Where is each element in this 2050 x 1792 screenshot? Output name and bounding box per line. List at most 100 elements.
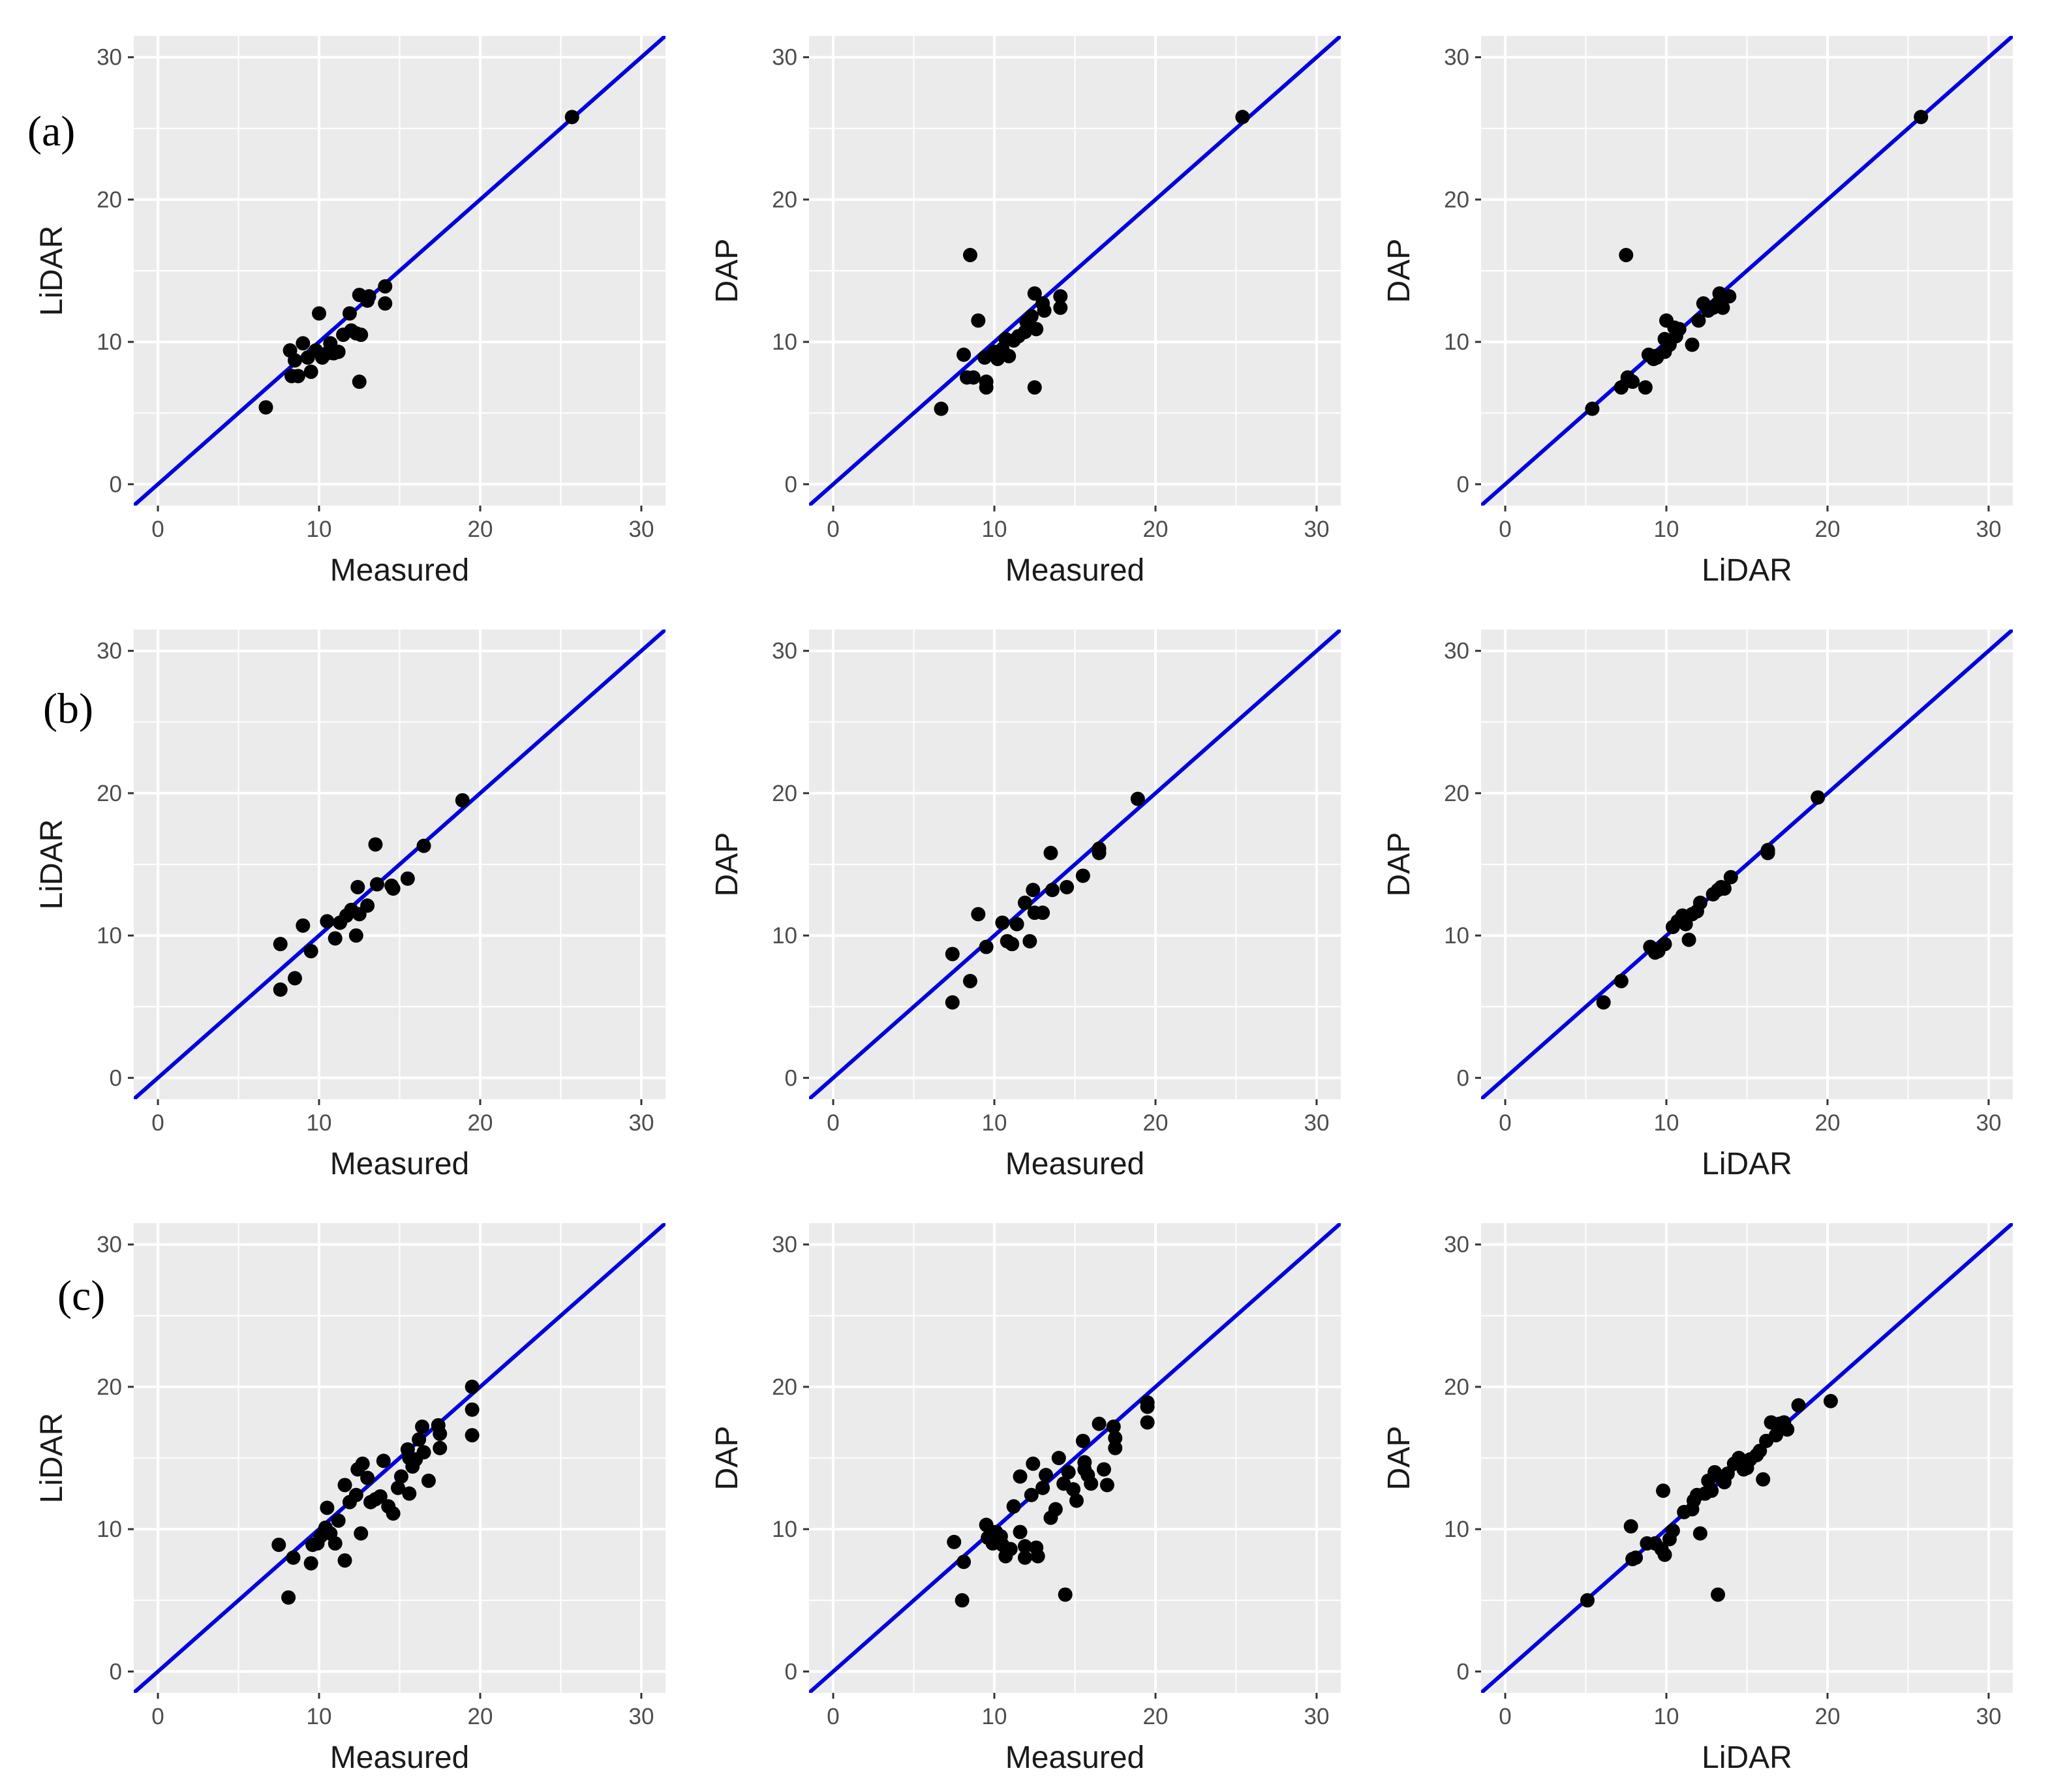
- panel-a-measured-dap-point-23: [1037, 303, 1052, 318]
- panel-a-measured-dap-xlabel: Measured: [1005, 553, 1144, 588]
- panel-b-measured-dap-point-5: [995, 915, 1010, 930]
- panel-c-measured-lidar-point-26: [391, 1480, 406, 1495]
- panel-b-measured-lidar: 0 10 20 30 0 10 20 30 Measured LiDAR: [35, 630, 665, 1181]
- panel-a-lidar-dap-point-24: [1715, 300, 1730, 315]
- panel-c-measured-lidar-point-35: [416, 1445, 431, 1460]
- panel-c-lidar-dap-point-0: [1580, 1593, 1595, 1608]
- panel-c-measured-dap-point-2: [956, 1555, 971, 1570]
- panel-a-lidar-dap-point-25: [1722, 289, 1737, 304]
- panel-c-measured-dap-ytick-label-10: 10: [772, 1517, 797, 1542]
- panel-c-measured-lidar-point-19: [360, 1470, 375, 1485]
- panel-a-lidar-dap-ytick-label-30: 30: [1444, 45, 1469, 70]
- panel-a-lidar-dap-xtick-label-10: 10: [1654, 517, 1679, 542]
- panel-b-measured-dap-ytick-label-30: 30: [772, 639, 797, 664]
- panel-b-measured-dap-point-0: [945, 947, 960, 962]
- panel-b-measured-dap-xtick-label-30: 30: [1304, 1110, 1329, 1136]
- row-labels-layer: (a) (b) (c): [27, 108, 105, 1320]
- panel-b-measured-dap-point-2: [962, 973, 977, 988]
- panel-c-lidar-dap-ytick-label-20: 20: [1444, 1374, 1469, 1400]
- panel-c-measured-lidar-point-10: [328, 1536, 343, 1551]
- panel-b-measured-dap-point-9: [1017, 895, 1032, 910]
- panel-c-measured-dap-point-1: [955, 1593, 970, 1608]
- panel-a-measured-lidar-point-4: [290, 369, 305, 384]
- panel-a-measured-lidar-point-7: [303, 364, 318, 379]
- panel-b-measured-lidar-point-19: [416, 838, 431, 853]
- panel-c-lidar-dap-point-15: [1692, 1526, 1707, 1541]
- panel-b-lidar-dap-xtick-label-30: 30: [1976, 1110, 2001, 1136]
- panel-a-lidar-dap-xtick-label-0: 0: [1499, 517, 1511, 542]
- panel-c-lidar-dap-ytick-label-10: 10: [1444, 1517, 1469, 1542]
- panel-c-measured-lidar-point-13: [337, 1478, 352, 1493]
- panel-a-lidar-dap-ytick-label-0: 0: [1457, 472, 1469, 497]
- panel-a-measured-dap-point-5: [971, 313, 986, 328]
- panel-c-measured-lidar-point-22: [373, 1489, 388, 1504]
- panel-c-measured-lidar-ytick-label-0: 0: [110, 1659, 122, 1684]
- panel-c-measured-dap-fit-line: [809, 1223, 1341, 1693]
- panel-b-measured-dap-point-15: [1045, 883, 1060, 898]
- panel-c-measured-dap-point-16: [1024, 1487, 1039, 1502]
- panel-a-lidar-dap-point-26: [1914, 110, 1929, 125]
- panel-c-lidar-dap-point-10: [1665, 1523, 1680, 1538]
- panel-c-lidar-dap-xtick-label-10: 10: [1654, 1704, 1679, 1729]
- panel-a-measured-lidar-ytick-label-30: 30: [97, 45, 122, 70]
- panel-c-measured-lidar-xtick-label-10: 10: [307, 1704, 332, 1729]
- row-label-a: (a): [27, 108, 75, 155]
- panel-b-lidar-dap-xtick-label-20: 20: [1815, 1110, 1841, 1136]
- panel-a-measured-lidar-point-20: [352, 374, 367, 389]
- panel-b-measured-dap-point-4: [979, 939, 994, 954]
- panel-c-measured-lidar-point-38: [433, 1426, 448, 1441]
- panel-b-measured-lidar-point-14: [368, 837, 383, 852]
- panel-c-measured-lidar: 0 10 20 30 0 10 20 30 Measured LiDAR: [35, 1223, 665, 1775]
- panel-c-lidar-dap-point-18: [1704, 1483, 1719, 1498]
- panel-a-measured-lidar-point-23: [361, 289, 376, 304]
- panel-c-lidar-dap-point-3: [1629, 1550, 1644, 1565]
- panel-c-measured-dap-point-11: [1006, 1499, 1021, 1514]
- panel-c-measured-dap-point-37: [1099, 1478, 1114, 1493]
- panel-c-measured-dap-point-42: [1140, 1399, 1155, 1414]
- panel-c-measured-lidar-point-40: [465, 1379, 480, 1394]
- panel-a-measured-dap-point-1: [956, 347, 971, 362]
- panel-a-measured-lidar-point-24: [378, 279, 393, 294]
- panel-b-measured-lidar-point-1: [273, 982, 288, 997]
- panel-c-measured-dap-point-20: [1035, 1480, 1050, 1495]
- panel-b-measured-lidar-point-20: [455, 793, 470, 808]
- panel-a-measured-dap-xtick-label-30: 30: [1304, 517, 1329, 542]
- panel-b-lidar-dap-xlabel: LiDAR: [1702, 1147, 1792, 1181]
- panel-a-measured-dap-point-21: [1029, 322, 1044, 337]
- panel-a-measured-lidar-ytick-label-0: 0: [110, 472, 122, 497]
- panel-b-measured-dap-point-19: [1092, 845, 1107, 860]
- panel-c-measured-lidar-point-17: [354, 1526, 369, 1541]
- panel-b-measured-lidar-point-10: [348, 928, 363, 943]
- panel-c-measured-dap-point-38: [1106, 1420, 1121, 1434]
- panel-b-measured-dap-point-20: [1130, 791, 1145, 806]
- panel-a-lidar-dap-ytick-label-10: 10: [1444, 329, 1469, 355]
- panel-a-measured-dap-ytick-label-10: 10: [772, 329, 797, 355]
- panel-c-lidar-dap-point-7: [1656, 1483, 1671, 1498]
- panel-c-measured-dap-point-29: [1069, 1493, 1084, 1508]
- panel-a-measured-dap-point-4: [966, 370, 981, 385]
- panel-c-measured-dap-xtick-label-30: 30: [1304, 1704, 1329, 1729]
- panel-b-measured-dap-ytick-label-0: 0: [785, 1065, 797, 1091]
- panel-b-measured-lidar-fit-line: [134, 630, 665, 1099]
- panel-b-measured-dap-ytick-label-20: 20: [772, 781, 797, 806]
- panel-a-measured-dap-point-0: [934, 401, 949, 416]
- panel-c-measured-lidar-ytick-label-10: 10: [97, 1517, 122, 1542]
- panel-b-lidar-dap-point-17: [1717, 881, 1732, 896]
- panel-b-measured-lidar-point-18: [400, 871, 415, 886]
- panel-b-measured-lidar-ytick-label-30: 30: [97, 639, 122, 664]
- panel-a-lidar-dap-point-16: [1672, 322, 1687, 337]
- panel-b-measured-lidar-point-13: [360, 898, 375, 913]
- panel-c-measured-lidar-point-39: [433, 1440, 448, 1455]
- panel-c-measured-lidar-point-3: [303, 1556, 318, 1571]
- panel-c-measured-lidar-point-27: [393, 1469, 408, 1484]
- panels-layer: 0 10 20 30 0 10 20 30 Measured LiDAR 0 10 20 30 0 10 20 3…: [35, 36, 2013, 1775]
- panel-a-measured-lidar-xtick-label-0: 0: [151, 517, 164, 542]
- panel-b-measured-dap-fit-line: [809, 630, 1341, 1099]
- panel-a-measured-lidar: 0 10 20 30 0 10 20 30 Measured LiDAR: [35, 36, 665, 588]
- panel-b-measured-lidar-point-3: [296, 918, 311, 933]
- panel-b-measured-lidar-xtick-label-30: 30: [628, 1110, 654, 1136]
- panel-c-measured-lidar-ytick-label-20: 20: [97, 1374, 122, 1400]
- panel-c-lidar-dap-point-20: [1711, 1587, 1726, 1602]
- panel-b-measured-lidar-xtick-label-10: 10: [307, 1110, 332, 1136]
- panel-c-measured-lidar-point-15: [348, 1487, 363, 1502]
